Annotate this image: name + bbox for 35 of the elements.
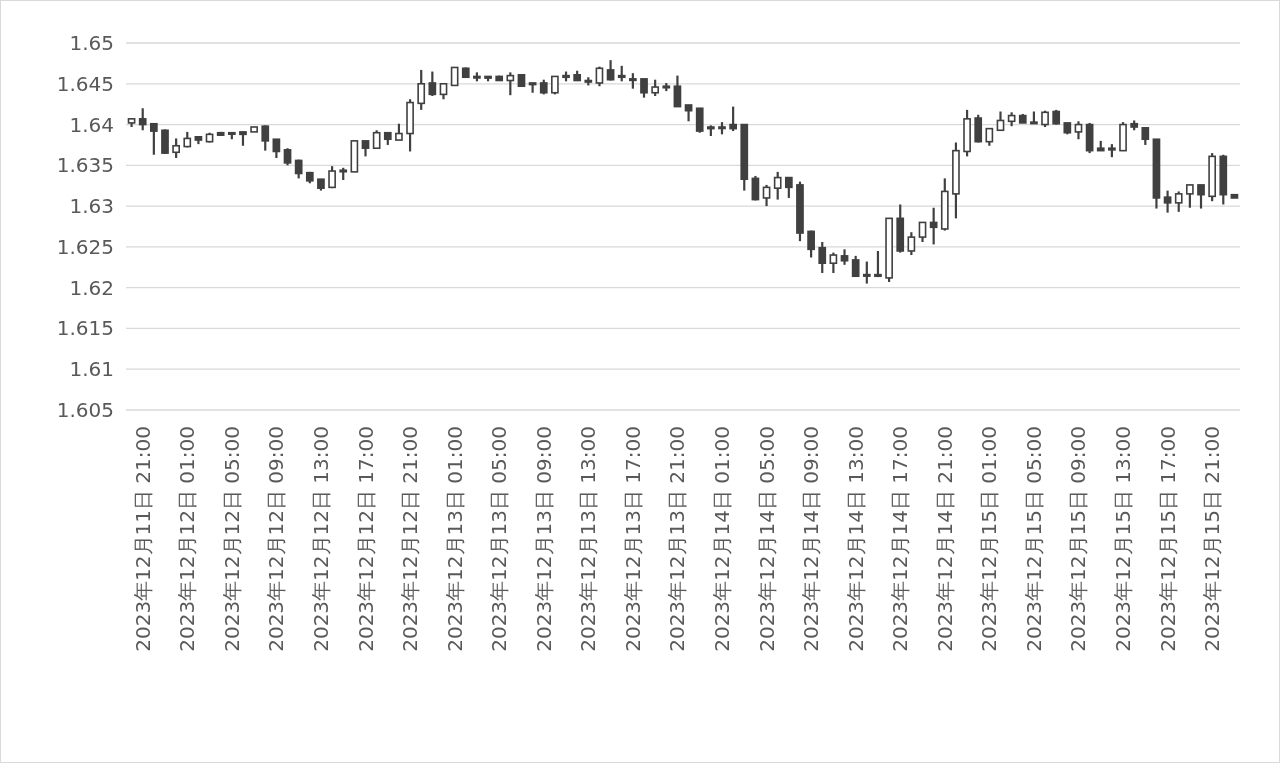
x-tick-label: 2023年12月14日 13:00 (843, 426, 868, 652)
x-tick-label: 2023年12月13日 17:00 (620, 426, 645, 652)
y-tick-label: 1.645 (56, 71, 114, 96)
y-tick-label: 1.605 (56, 398, 114, 422)
x-tick-label: 2023年12月13日 01:00 (442, 426, 467, 652)
y-tick-label: 1.65 (69, 31, 114, 55)
x-tick-label: 2023年12月15日 17:00 (1155, 426, 1180, 652)
x-tick-label: 2023年12月15日 13:00 (1111, 426, 1136, 652)
y-tick-label: 1.635 (56, 153, 114, 178)
x-tick-label: 2023年12月14日 21:00 (932, 426, 957, 652)
y-tick-label: 1.625 (56, 234, 114, 259)
x-tick-label: 2023年12月15日 21:00 (1200, 426, 1225, 652)
x-tick-label: 2023年12月12日 01:00 (175, 426, 200, 652)
x-tick-label: 2023年12月12日 13:00 (308, 426, 333, 652)
y-tick-label: 1.615 (56, 316, 114, 341)
x-tick-label: 2023年12月12日 21:00 (398, 426, 423, 652)
x-tick-label: 2023年12月13日 05:00 (487, 426, 512, 652)
y-tick-label: 1.64 (69, 112, 114, 137)
x-tick-label: 2023年12月14日 05:00 (754, 426, 779, 652)
x-tick-label: 2023年12月14日 01:00 (709, 426, 734, 652)
y-tick-label: 1.61 (69, 357, 114, 382)
y-tick-label: 1.62 (69, 275, 114, 300)
x-tick-label: 2023年12月15日 09:00 (1066, 426, 1091, 652)
x-tick-label: 2023年12月13日 13:00 (576, 426, 601, 652)
x-tick-label: 2023年12月14日 17:00 (888, 426, 913, 652)
x-tick-label: 2023年12月11日 21:00 (130, 426, 155, 652)
x-tick-label: 2023年12月12日 09:00 (264, 426, 289, 652)
x-tick-label: 2023年12月15日 01:00 (977, 426, 1002, 652)
x-tick-label: 2023年12月12日 05:00 (219, 426, 244, 652)
x-tick-label: 2023年12月13日 09:00 (531, 426, 556, 652)
x-tick-label: 2023年12月13日 21:00 (665, 426, 690, 652)
x-tick-label: 2023年12月15日 05:00 (1021, 426, 1046, 652)
x-tick-label: 2023年12月14日 09:00 (799, 426, 824, 652)
y-tick-label: 1.63 (69, 194, 114, 219)
x-tick-label: 2023年12月12日 17:00 (353, 426, 378, 652)
